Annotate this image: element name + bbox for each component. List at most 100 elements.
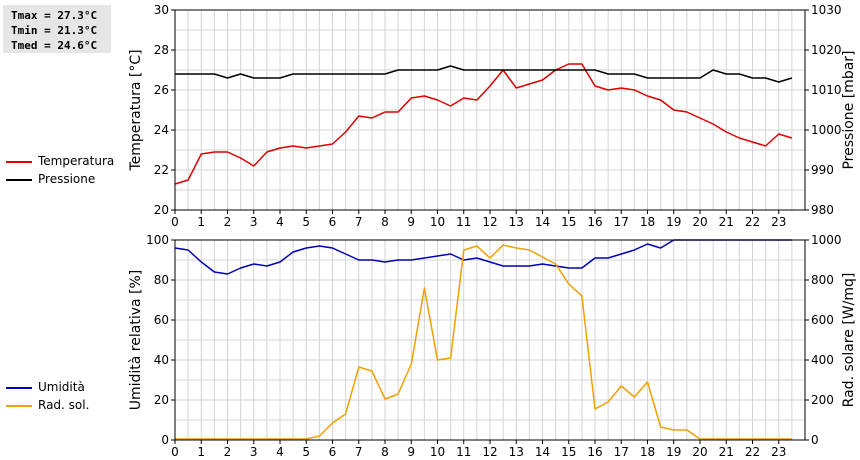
x-tick-label: 4 (276, 445, 284, 459)
x-tick-label: 4 (276, 215, 284, 229)
y-axis-label-right: Rad. solare [W/mq] (841, 273, 857, 408)
x-tick-label: 22 (745, 215, 760, 229)
stat-tmax: Tmax = 27.3°C (11, 9, 98, 22)
x-tick-label: 0 (171, 215, 179, 229)
x-tick-label: 21 (719, 215, 734, 229)
x-tick-label: 1 (197, 445, 205, 459)
x-tick-label: 14 (535, 215, 550, 229)
x-tick-label: 7 (355, 445, 363, 459)
x-tick-label: 21 (719, 445, 734, 459)
x-tick-label: 13 (509, 215, 524, 229)
series-line-temperatura (174, 63, 793, 185)
y-tick-label-right: 1000 (811, 123, 842, 137)
x-tick-label: 12 (482, 215, 497, 229)
x-tick-label: 9 (407, 445, 415, 459)
x-tick-label: 8 (381, 215, 389, 229)
legend-label-pressione: Pressione (38, 172, 96, 186)
y-tick-label-left: 80 (154, 273, 169, 287)
x-tick-label: 13 (509, 445, 524, 459)
x-tick-label: 6 (329, 445, 337, 459)
legend-item-temperatura: Temperatura (6, 153, 136, 171)
y-axis-label-left: Temperatura [°C] (128, 49, 144, 171)
legend-item-umidita: Umidità (6, 379, 136, 397)
legend-label-temperatura: Temperatura (38, 154, 115, 168)
x-tick-label: 0 (171, 445, 179, 459)
plot-1: 0 1 2 3 4 5 6 7 8 9 10 11 12 13 14 15 16 17 18 19 20 21 22 2320… (128, 3, 857, 229)
y-tick-label-right: 1010 (811, 83, 842, 97)
x-tick-label: 22 (745, 445, 760, 459)
stat-tmin: Tmin = 21.3°C (11, 24, 98, 37)
y-tick-label-right: 400 (811, 353, 834, 367)
x-tick-label: 9 (407, 215, 415, 229)
x-tick-label: 19 (666, 445, 681, 459)
y-tick-label-right: 990 (811, 163, 834, 177)
x-tick-label: 2 (224, 445, 232, 459)
y-tick-label-left: 20 (154, 393, 169, 407)
x-tick-label: 2 (224, 215, 232, 229)
y-tick-label-left: 60 (154, 313, 169, 327)
x-tick-label: 20 (692, 215, 707, 229)
x-tick-label: 16 (587, 445, 602, 459)
stat-tmed: Tmed = 24.6°C (11, 39, 98, 52)
stats-box: Tmax = 27.3°C Tmin = 21.3°C Tmed = 24.6°… (3, 5, 111, 53)
y-tick-label-right: 600 (811, 313, 834, 327)
y-tick-label-left: 28 (154, 43, 169, 57)
legend-bottom: Umidità Rad. sol. (6, 379, 136, 415)
x-tick-label: 17 (614, 445, 629, 459)
x-tick-label: 15 (561, 445, 576, 459)
y-tick-label-left: 22 (154, 163, 169, 177)
legend-label-radsol: Rad. sol. (38, 398, 90, 412)
x-tick-label: 23 (771, 215, 786, 229)
plot-2: 0 1 2 3 4 5 6 7 8 9 10 11 12 13 14 15 16 17 18 19 20 21 22 2302… (128, 233, 857, 459)
y-tick-label-right: 1020 (811, 43, 842, 57)
x-tick-label: 3 (250, 215, 258, 229)
y-tick-label-left: 40 (154, 353, 169, 367)
x-tick-label: 11 (456, 215, 471, 229)
series-line-rad-sol (175, 244, 792, 440)
y-tick-label-left: 100 (146, 233, 169, 247)
y-tick-label-right: 980 (811, 203, 834, 217)
x-tick-label: 7 (355, 215, 363, 229)
legend-swatch-temperatura (6, 161, 32, 163)
x-tick-label: 5 (302, 445, 310, 459)
x-tick-label: 3 (250, 445, 258, 459)
x-tick-label: 10 (430, 445, 445, 459)
legend-swatch-radsol (6, 405, 32, 407)
series-line-pressione (175, 65, 793, 83)
x-tick-label: 18 (640, 445, 655, 459)
legend-item-radsol: Rad. sol. (6, 397, 136, 415)
y-tick-label-left: 24 (154, 123, 169, 137)
legend-label-umidita: Umidità (38, 380, 85, 394)
legend-top: Temperatura Pressione (6, 153, 136, 189)
x-tick-label: 18 (640, 215, 655, 229)
y-tick-label-right: 800 (811, 273, 834, 287)
y-tick-label-left: 20 (154, 203, 169, 217)
legend-swatch-umidita (6, 387, 32, 389)
y-tick-label-left: 30 (154, 3, 169, 17)
y-tick-label-left: 0 (161, 433, 169, 447)
y-tick-label-right: 200 (811, 393, 834, 407)
x-tick-label: 5 (302, 215, 310, 229)
y-tick-label-right: 1000 (811, 233, 842, 247)
y-axis-label-left: Umidità relativa [%] (128, 270, 144, 411)
legend-swatch-pressione (6, 179, 32, 181)
x-tick-label: 11 (456, 445, 471, 459)
x-tick-label: 20 (692, 445, 707, 459)
series-line-umidita (174, 239, 792, 275)
x-tick-label: 6 (329, 215, 337, 229)
x-tick-label: 16 (587, 215, 602, 229)
x-tick-label: 15 (561, 215, 576, 229)
y-tick-label-left: 26 (154, 83, 169, 97)
x-tick-label: 23 (771, 445, 786, 459)
x-tick-label: 8 (381, 445, 389, 459)
y-axis-label-right: Pressione [mbar] (841, 50, 857, 169)
x-tick-label: 10 (430, 215, 445, 229)
y-tick-label-right: 0 (811, 433, 819, 447)
x-tick-label: 12 (482, 445, 497, 459)
x-tick-label: 1 (197, 215, 205, 229)
x-tick-label: 17 (614, 215, 629, 229)
x-tick-label: 19 (666, 215, 681, 229)
x-tick-label: 14 (535, 445, 550, 459)
y-tick-label-right: 1030 (811, 3, 842, 17)
